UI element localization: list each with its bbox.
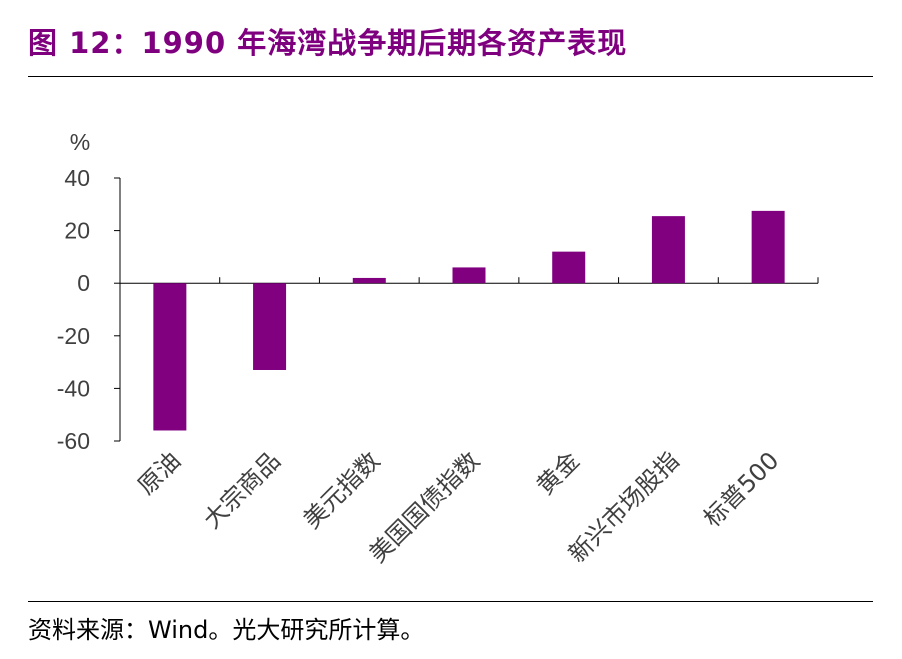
source-note: 资料来源：Wind。光大研究所计算。 bbox=[28, 616, 425, 644]
category-label: 标普500 bbox=[698, 446, 784, 532]
bar bbox=[651, 216, 685, 284]
y-tick-label: 40 bbox=[64, 165, 90, 191]
y-tick-label: 0 bbox=[77, 270, 90, 296]
title-divider bbox=[28, 76, 873, 77]
bar bbox=[552, 251, 586, 284]
source-divider bbox=[28, 601, 873, 602]
y-tick-label: -20 bbox=[57, 323, 90, 349]
y-tick-label: 20 bbox=[64, 218, 90, 244]
bar bbox=[153, 283, 187, 431]
y-axis-unit: % bbox=[70, 129, 90, 155]
category-label: 美元指数 bbox=[298, 446, 386, 534]
bar bbox=[452, 267, 486, 284]
bar bbox=[253, 283, 287, 370]
chart-axes: 40 20 0 -20 -40 -60% bbox=[57, 129, 819, 454]
category-label: 大宗商品 bbox=[198, 446, 286, 534]
category-label: 原油 bbox=[132, 446, 186, 500]
chart-bars bbox=[153, 210, 785, 431]
category-label: 黄金 bbox=[531, 446, 585, 500]
bar bbox=[751, 210, 785, 284]
bar bbox=[352, 277, 386, 284]
y-tick-label: -40 bbox=[57, 375, 90, 401]
chart-title: 图 12：1990 年海湾战争期后期各资产表现 bbox=[28, 26, 628, 60]
y-tick-label: -60 bbox=[57, 428, 90, 454]
